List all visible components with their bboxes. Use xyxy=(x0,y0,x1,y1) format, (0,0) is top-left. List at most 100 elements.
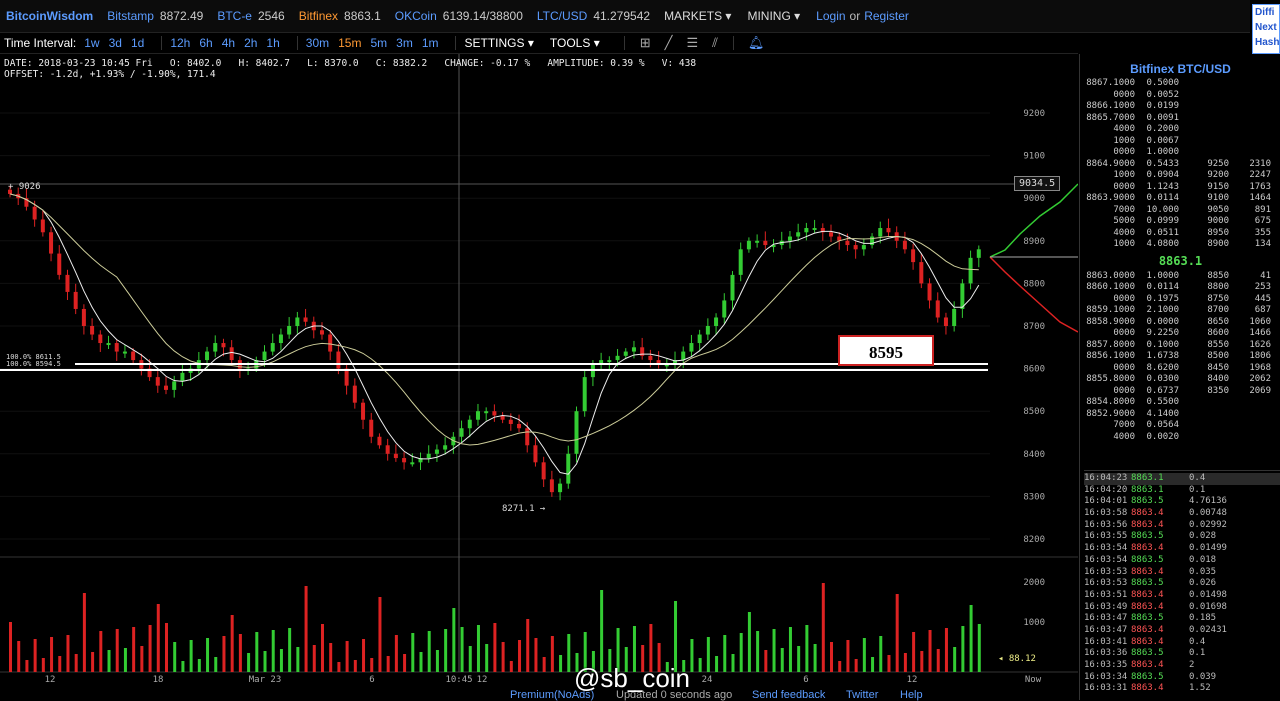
volume-bar xyxy=(846,640,850,672)
volume-bar xyxy=(91,652,95,672)
volume-bar xyxy=(222,636,226,672)
volume-bar xyxy=(164,623,168,672)
orderbook-cell xyxy=(1229,409,1271,421)
volume-bar xyxy=(206,638,210,672)
exchange-bitfinex[interactable]: Bitfinex 8863.1 xyxy=(299,9,381,23)
volume-bar xyxy=(764,650,768,672)
orderbook-cell xyxy=(1179,409,1229,421)
exchange-price: 41.279542 xyxy=(593,9,651,23)
mining-label: MINING xyxy=(747,9,791,23)
exchange-price: 8872.49 xyxy=(159,9,204,23)
volume-bar xyxy=(920,651,924,672)
markets-menu[interactable]: MARKETS ▾ xyxy=(664,9,731,23)
volume-bar xyxy=(115,629,119,672)
candle-body xyxy=(919,262,924,284)
orderbook-cell xyxy=(1229,101,1271,113)
volume-bar xyxy=(468,646,472,672)
candle-body xyxy=(755,240,760,243)
candle-body xyxy=(418,458,423,463)
trade-time: 16:04:23 xyxy=(1084,473,1128,483)
interval-5m[interactable]: 5m xyxy=(370,35,388,50)
mining-menu[interactable]: MINING ▾ xyxy=(747,9,800,23)
trade-row: 16:03:31 8863.4 1.52 xyxy=(1084,683,1280,695)
interval-1w[interactable]: 1w xyxy=(84,35,100,50)
volume-bar xyxy=(123,648,127,672)
exchange-name[interactable]: OKCoin xyxy=(394,9,437,23)
orderbook-title[interactable]: Bitfinex BTC/USD xyxy=(1130,62,1231,76)
help-link[interactable]: Help xyxy=(900,689,923,701)
premium-link[interactable]: Premium(NoAds) xyxy=(510,689,595,701)
trade-row: 16:03:47 8863.4 0.02431 xyxy=(1084,625,1280,637)
interval-4h[interactable]: 4h xyxy=(221,35,236,50)
orderbook-cell: 687 xyxy=(1254,305,1271,315)
twitter-link[interactable]: Twitter xyxy=(846,689,879,701)
volume-bar xyxy=(485,644,489,672)
candle-body xyxy=(648,355,653,361)
volume-bar xyxy=(756,631,760,672)
exchange-okcoin[interactable]: OKCoin 6139.14/38800 xyxy=(395,9,523,23)
interval-3d[interactable]: 3d xyxy=(108,35,122,50)
fib-fan-icon[interactable]: ⫽ xyxy=(712,35,718,50)
interval-3m[interactable]: 3m xyxy=(396,35,413,50)
login-link[interactable]: Login xyxy=(816,9,846,23)
orderbook-cell xyxy=(1229,124,1271,136)
difficulty-panel[interactable]: Diffi Next Hash xyxy=(1252,4,1280,54)
orderbook-cell: 0.2000 xyxy=(1146,124,1179,134)
candle-body xyxy=(278,334,283,344)
settings-menu[interactable]: SETTINGS ▾ xyxy=(464,36,533,50)
chevron-down-icon: ▾ xyxy=(725,9,732,23)
orderbook-cell: 8950 xyxy=(1207,227,1229,238)
candle-body xyxy=(172,381,177,390)
orderbook-cell: 9250 xyxy=(1207,158,1229,169)
interval-2h[interactable]: 2h xyxy=(244,35,258,50)
exchange-name[interactable]: Bitfinex xyxy=(298,9,339,23)
exchange-bitstamp[interactable]: Bitstamp 8872.49 xyxy=(107,9,203,23)
register-link[interactable]: Register xyxy=(864,9,909,23)
candle-body xyxy=(492,411,497,416)
orderbook-cell: 4000 xyxy=(1113,227,1135,238)
y-tick-label: 8500 xyxy=(1023,407,1045,417)
tools-menu[interactable]: TOOLS ▾ xyxy=(550,36,600,50)
trade-volume: 0.185 xyxy=(1189,613,1217,624)
interval-15m[interactable]: 15m xyxy=(338,35,362,50)
exchange-name[interactable]: BTC-e xyxy=(217,9,252,23)
trade-volume: 0.4 xyxy=(1189,636,1206,647)
interval-1h[interactable]: 1h xyxy=(266,35,280,50)
orderbook-cell: 0.0067 xyxy=(1146,135,1179,146)
candle-body xyxy=(541,462,546,480)
volume-bar xyxy=(788,627,792,672)
volume-bar xyxy=(411,633,415,672)
interval-1m[interactable]: 1m xyxy=(421,35,439,50)
orderbook-cell: 0.0052 xyxy=(1146,89,1179,100)
bell-icon[interactable]: 🔔︎ xyxy=(747,35,765,50)
volume-bar xyxy=(977,624,981,672)
feedback-link[interactable]: Send feedback xyxy=(752,689,826,701)
y-tick-label: 8800 xyxy=(1023,279,1045,289)
brand-logo[interactable]: BitcoinWisdom xyxy=(6,9,94,23)
candle-body xyxy=(410,462,415,465)
exchange-name[interactable]: LTC/USD xyxy=(536,9,588,23)
orderbook-cell: 0.0114 xyxy=(1146,282,1179,292)
interval-12h[interactable]: 12h xyxy=(170,35,191,50)
trade-price: 8863.5 xyxy=(1131,496,1164,507)
trade-price: 8863.5 xyxy=(1131,671,1164,682)
exchange-ltcusd[interactable]: LTC/USD 41.279542 xyxy=(537,9,650,23)
orderbook-cell: 0000 xyxy=(1113,328,1135,338)
divider xyxy=(161,36,163,51)
horizontal-lines-icon[interactable]: ☰ xyxy=(686,35,699,50)
price-chart[interactable]: 9200 9100 9000 8900 8800 8700 8600 8500 8400 8300… xyxy=(0,54,1078,686)
trendline-icon[interactable]: ╱ xyxy=(664,35,673,50)
interval-6h[interactable]: 6h xyxy=(199,35,213,50)
x-tick-label: 6 xyxy=(369,675,374,685)
volume-bar xyxy=(378,597,382,672)
exchange-name[interactable]: Bitstamp xyxy=(107,9,154,23)
interval-1d[interactable]: 1d xyxy=(130,35,145,50)
exchange-btce[interactable]: BTC-e 2546 xyxy=(217,9,284,23)
trade-volume: 0.1 xyxy=(1189,648,1206,659)
orderbook-row: 0000 0.6737 8350 2069 xyxy=(1080,386,1280,398)
interval-30m[interactable]: 30m xyxy=(305,35,330,50)
candle-body xyxy=(475,411,480,420)
crosshair-icon[interactable]: ⊞ xyxy=(639,35,651,50)
moving-averages xyxy=(9,193,980,475)
